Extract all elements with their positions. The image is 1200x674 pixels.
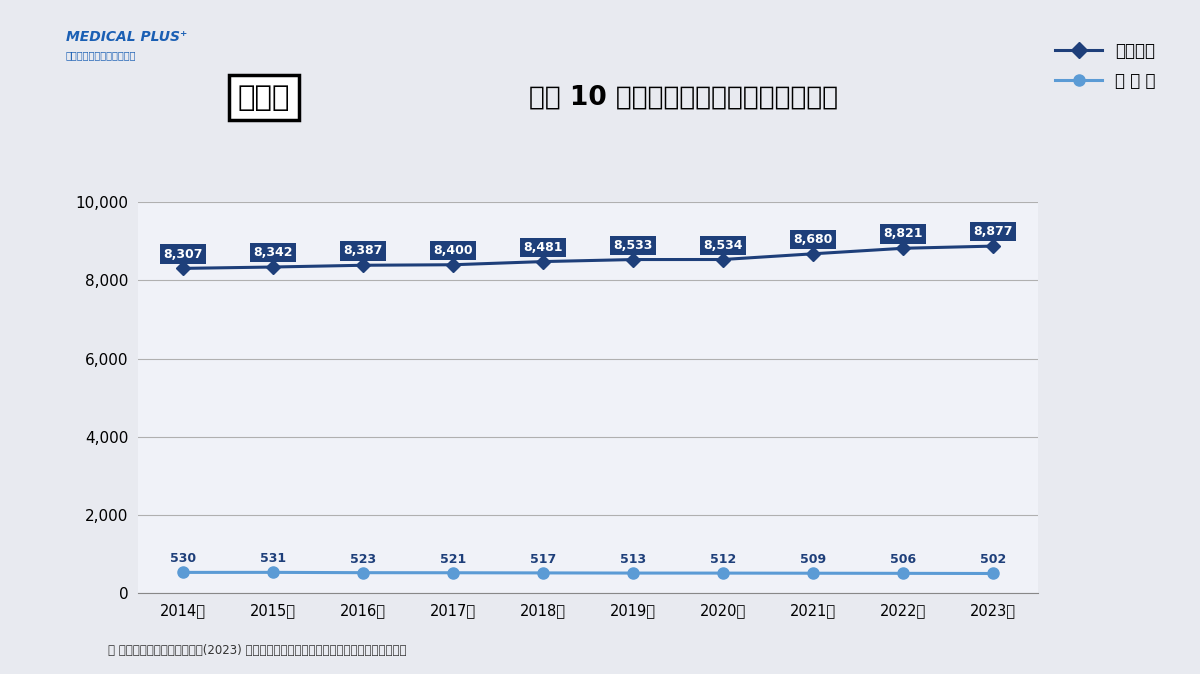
Text: 506: 506 bbox=[890, 553, 916, 566]
Text: 531: 531 bbox=[260, 552, 286, 565]
Text: 523: 523 bbox=[350, 553, 376, 565]
Text: 512: 512 bbox=[710, 553, 736, 566]
Text: MEDICAL PLUS⁺: MEDICAL PLUS⁺ bbox=[66, 30, 187, 44]
Text: 8,877: 8,877 bbox=[973, 225, 1013, 239]
Text: 8,400: 8,400 bbox=[433, 244, 473, 257]
Text: ＊ 出典：厚生労働省「令和５(2023) 年医療施設（静態・動態）調査・病院報告の概況」: ＊ 出典：厚生労働省「令和５(2023) 年医療施設（静態・動態）調査・病院報告… bbox=[108, 644, 407, 657]
Text: 株式会社メディカルプラス: 株式会社メディカルプラス bbox=[66, 51, 137, 61]
Text: 502: 502 bbox=[980, 553, 1006, 566]
Text: 8,342: 8,342 bbox=[253, 246, 293, 259]
Text: 530: 530 bbox=[170, 553, 196, 565]
Text: 8,534: 8,534 bbox=[703, 239, 743, 251]
Text: 8,533: 8,533 bbox=[613, 239, 653, 251]
Text: 大阪府: 大阪府 bbox=[238, 84, 290, 112]
Text: 8,387: 8,387 bbox=[343, 245, 383, 257]
Text: 過去 10 年間の診療所数と病院数の推移: 過去 10 年間の診療所数と病院数の推移 bbox=[529, 85, 839, 111]
Text: 517: 517 bbox=[530, 553, 556, 566]
Text: 8,821: 8,821 bbox=[883, 227, 923, 241]
Text: 8,481: 8,481 bbox=[523, 241, 563, 254]
Text: 8,307: 8,307 bbox=[163, 247, 203, 261]
Text: 509: 509 bbox=[800, 553, 826, 566]
Text: 521: 521 bbox=[440, 553, 466, 565]
Text: 8,680: 8,680 bbox=[793, 233, 833, 246]
Text: 513: 513 bbox=[620, 553, 646, 566]
Legend: 診療所数, 病 院 数: 診療所数, 病 院 数 bbox=[1055, 42, 1156, 90]
